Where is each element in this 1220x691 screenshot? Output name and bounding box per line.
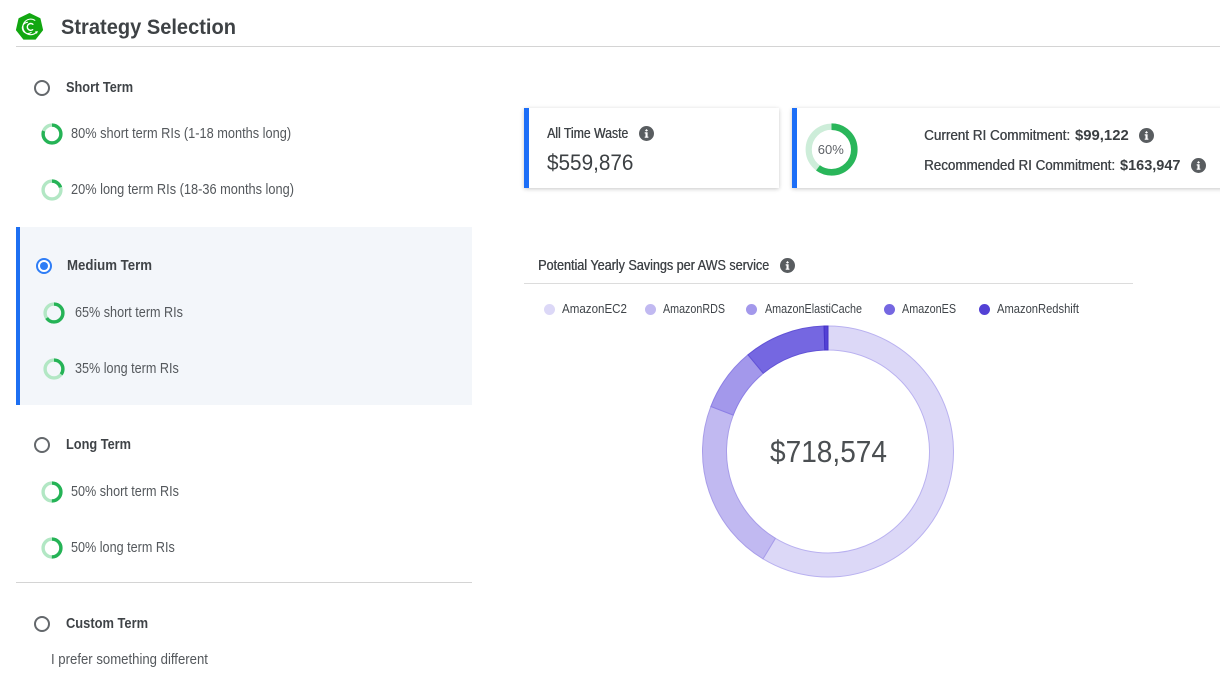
svg-text:60%: 60%	[818, 142, 844, 157]
